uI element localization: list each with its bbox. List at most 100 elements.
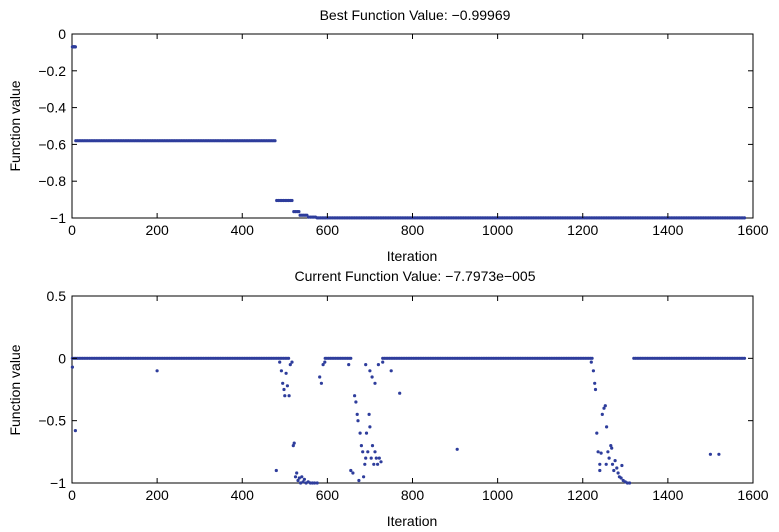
data-point [366, 450, 370, 454]
data-point [297, 210, 301, 214]
data-point [598, 462, 602, 466]
data-point [628, 481, 632, 485]
data-point [717, 452, 721, 456]
data-point [293, 475, 298, 479]
data-point [398, 391, 402, 395]
data-point [283, 394, 287, 398]
x-tick-label: 0 [68, 222, 76, 238]
data-point [287, 356, 291, 360]
x-axis-ticks: 0 200 400 600 800 1000 1200 1400 1600 [68, 296, 769, 503]
data-point [364, 456, 368, 460]
chart-title: Best Function Value: −0.99969 [320, 7, 511, 23]
data-point [742, 356, 747, 360]
data-point [604, 462, 608, 466]
x-axis-label: Iteration [387, 513, 438, 529]
data-point [603, 404, 607, 408]
data-point [598, 468, 602, 473]
data-point [284, 371, 288, 375]
data-point [291, 444, 295, 448]
x-tick-label: 800 [401, 487, 425, 503]
data-point [313, 481, 317, 485]
data-point [364, 363, 368, 367]
data-point [595, 431, 599, 435]
y-axis-label: Function value [7, 344, 23, 435]
y-axis-label: Function value [7, 80, 23, 171]
data-point [290, 198, 294, 203]
data-point [357, 478, 361, 483]
data-point [353, 394, 357, 398]
x-tick-label: 0 [68, 487, 76, 503]
y-tick-label: −0.4 [38, 100, 66, 116]
data-point [373, 381, 377, 385]
data-point [376, 462, 380, 466]
y-tick-label: 0 [58, 26, 66, 42]
y-tick-label: −0.5 [38, 413, 66, 429]
data-point [356, 419, 360, 423]
data-point [354, 400, 358, 404]
data-point [368, 425, 372, 429]
x-tick-label: 800 [401, 222, 425, 238]
data-point [355, 412, 359, 416]
data-point [620, 463, 624, 468]
y-axis-ticks: 0.5 0 −0.5 −1 [38, 288, 753, 491]
chart-title: Current Function Value: −7.7973e−005 [294, 268, 535, 284]
data-point [290, 360, 294, 364]
data-point [602, 406, 606, 410]
current-value-panel: Current Function Value: −7.7973e−005 0 20… [7, 268, 769, 529]
data-point [610, 462, 615, 466]
data-point [613, 459, 617, 463]
data-point [295, 471, 299, 475]
y-tick-label: 0.5 [47, 288, 67, 304]
x-tick-label: 1600 [737, 222, 768, 238]
data-point [389, 369, 393, 373]
data-point [372, 462, 376, 466]
data-point [379, 460, 383, 464]
data-point [625, 481, 630, 485]
data-point [612, 468, 616, 473]
data-point [377, 456, 381, 460]
data-point [359, 444, 363, 448]
y-tick-label: −0.6 [38, 136, 66, 152]
data-point [358, 431, 362, 435]
data-point [319, 381, 323, 385]
y-tick-label: −0.8 [38, 173, 66, 189]
data-point [287, 394, 291, 398]
data-point [600, 412, 604, 416]
data-point [369, 456, 373, 460]
data-markers [70, 356, 747, 485]
x-tick-label: 1400 [652, 222, 683, 238]
data-point [278, 360, 282, 364]
data-point [301, 480, 305, 484]
data-point [364, 431, 369, 435]
data-point [376, 363, 380, 367]
x-tick-label: 1000 [482, 487, 513, 503]
data-point [605, 425, 609, 429]
x-tick-label: 200 [145, 487, 169, 503]
data-point [373, 450, 377, 454]
data-point [299, 481, 303, 485]
data-point [73, 45, 77, 49]
data-point [609, 444, 613, 448]
data-point [607, 456, 611, 460]
data-point [615, 466, 619, 470]
data-point [599, 451, 603, 455]
data-point [381, 360, 385, 364]
y-axis-ticks: 0 −0.2 −0.4 −0.6 −0.8 −1 [38, 26, 753, 226]
data-point [279, 369, 283, 373]
data-point [300, 475, 304, 479]
plot-area [71, 33, 754, 219]
data-point [273, 139, 277, 143]
x-tick-label: 1400 [652, 487, 683, 503]
x-tick-label: 600 [316, 487, 340, 503]
x-tick-label: 400 [231, 487, 255, 503]
data-point [292, 441, 296, 445]
data-point [742, 216, 747, 220]
x-tick-label: 1200 [567, 222, 598, 238]
data-point [363, 462, 367, 466]
data-point [73, 429, 77, 433]
x-tick-label: 600 [316, 222, 340, 238]
x-tick-label: 1200 [567, 487, 598, 503]
data-point [708, 452, 713, 456]
data-point [297, 476, 301, 480]
